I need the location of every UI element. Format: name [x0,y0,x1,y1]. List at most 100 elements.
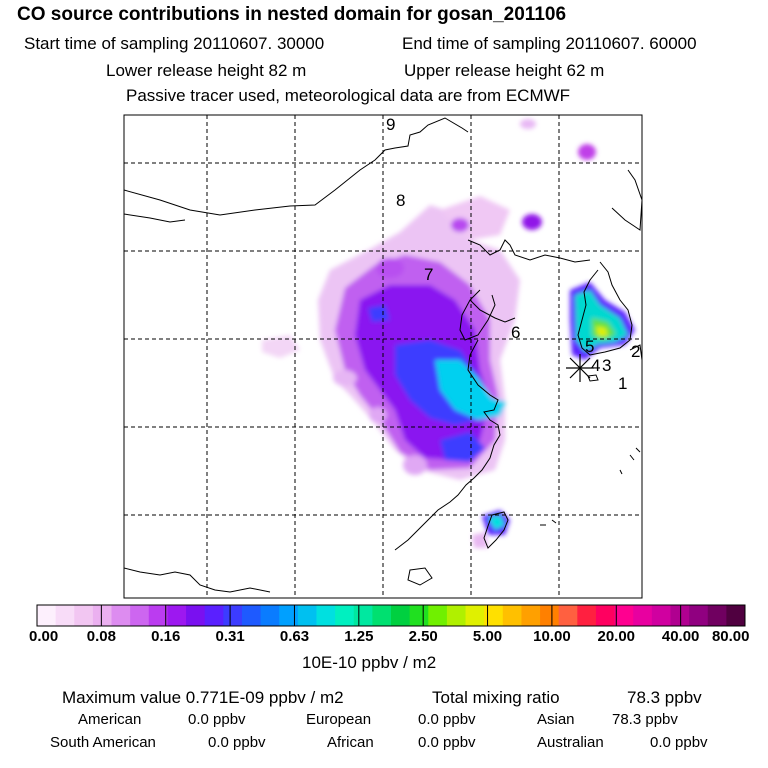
colorbar-tick-label: 40.00 [661,628,700,645]
colorbar-cell [297,605,317,626]
colorbar-cell [502,605,522,626]
total-mixing-value: 78.3 ppbv [627,688,702,707]
north-blob-3 [520,119,536,129]
receptor-marker [566,354,594,382]
trajectory-label: 9 [386,115,395,134]
max-value: Maximum value 0.771E-09 ppbv / m2 [62,688,344,707]
trajectory-label: 1 [618,374,627,393]
colorbar-cell [353,605,373,626]
trajectory-label: 6 [511,323,520,342]
colorbar-cell [260,605,280,626]
colorbar-cell [558,605,578,626]
colorbar-cell [186,605,206,626]
start-time-label: Start time of sampling 20110607. 30000 [24,34,325,53]
source-african-value: 0.0 ppbv [418,734,476,751]
colorbar-tick-label: 5.00 [472,628,503,645]
plume-pale-3 [440,196,510,240]
colorbar-cell [92,605,113,626]
colorbar-tick-label: 0.63 [279,628,310,645]
islands-1 [540,447,641,526]
north-blob-2 [522,214,542,230]
end-time-label: End time of sampling 20110607. 60000 [402,34,697,53]
jeju [587,374,599,382]
colorbar-cell [651,605,671,626]
colorbar-cell [484,605,504,626]
colorbar-cell [633,605,653,626]
source-asian-name: Asian [537,711,575,728]
s-blob-1 [403,455,427,475]
colorbar-cell [148,605,168,626]
colorbar-cell [241,605,262,626]
colorbar-tick-label: 0.31 [215,628,245,645]
north-blob-1 [578,144,596,160]
colorbar-cell [465,605,485,626]
source-american-value: 0.0 ppbv [188,711,246,728]
border-north [124,213,186,223]
upper-height-label: Upper release height 62 m [404,61,605,80]
colorbar-cell [446,605,467,626]
colorbar-unit: 10E-10 ppbv / m2 [302,653,437,672]
coastlines [124,117,642,593]
colorbar-cell [409,605,429,626]
hainan [407,567,433,586]
source-european-value: 0.0 ppbv [418,711,476,728]
source-australian-name: Australian [537,734,604,751]
colorbar-tick-label: 2.50 [408,628,438,645]
lower-height-label: Lower release height 82 m [106,61,307,80]
source-asian-value: 78.3 ppbv [612,711,678,728]
border-west [124,567,271,593]
sw-blob-2 [333,370,357,386]
plume-pale-2 [262,335,300,358]
korea-plume-yellow [596,326,608,336]
colorbar-cell [540,605,560,626]
colorbar-cell [37,605,57,626]
china-north-coast [124,117,469,216]
trajectory-label: 2 [631,342,640,361]
colorbar-cell [167,605,187,626]
trajectory-label: 7 [424,265,433,284]
source-african-name: African [327,734,374,751]
colorbar-cell [428,605,448,626]
map-frame [123,114,643,599]
colorbar-cell [335,605,355,626]
shandong-coast [469,299,516,323]
colorbar-cell [55,605,75,626]
source-american-name: American [78,711,142,728]
colorbar-cell [391,605,411,626]
plume-blue-2 [368,305,390,322]
colorbar-cell [670,605,690,626]
colorbar-cell [204,605,224,626]
liaodong [459,289,496,341]
source-south-american-name: South American [50,734,156,751]
total-mixing-label: Total mixing ratio [432,688,560,707]
north-blob-4 [451,218,469,232]
source-australian-value: 0.0 ppbv [650,734,708,751]
colorbar-cell [614,605,634,626]
kyushu-coast [629,344,642,361]
trajectory-label: 3 [602,356,611,375]
source-south-american-value: 0.0 ppbv [208,734,266,751]
colorbar-cell [726,605,746,626]
taiwan-plume-cyan [488,515,505,530]
grid-lines [124,115,642,598]
tracer-note: Passive tracer used, meteorological data… [126,86,571,105]
source-european-name: European [306,711,372,728]
chart-title: CO source contributions in nested domain… [17,4,567,25]
colorbar-cell [223,605,243,626]
colorbar-cell [279,605,299,626]
colorbar-cell [595,605,616,626]
colorbar-tick-label: 0.08 [86,628,116,645]
colorbar-cell [577,605,597,626]
trajectory-label: 8 [396,191,405,210]
colorbar [36,604,746,627]
colorbar-cell [372,605,392,626]
concentration-field [262,119,635,548]
colorbar-tick-label: 0.16 [151,628,181,645]
colorbar-tick-label: 10.00 [533,628,571,645]
trajectory-label: 5 [585,337,594,356]
colorbar-tick-label: 0.00 [29,628,59,645]
colorbar-tick-label: 80.00 [711,628,750,645]
colorbar-cell [707,605,727,626]
bohai-coast [467,239,591,263]
